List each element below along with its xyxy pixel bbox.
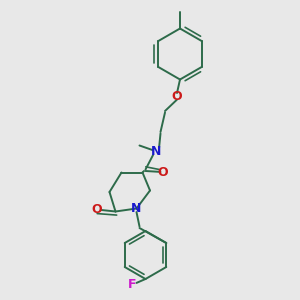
Text: N: N: [151, 145, 161, 158]
Text: F: F: [128, 278, 136, 291]
Text: O: O: [91, 203, 102, 216]
Text: O: O: [172, 89, 182, 103]
Text: N: N: [131, 202, 142, 215]
Text: O: O: [157, 166, 168, 179]
